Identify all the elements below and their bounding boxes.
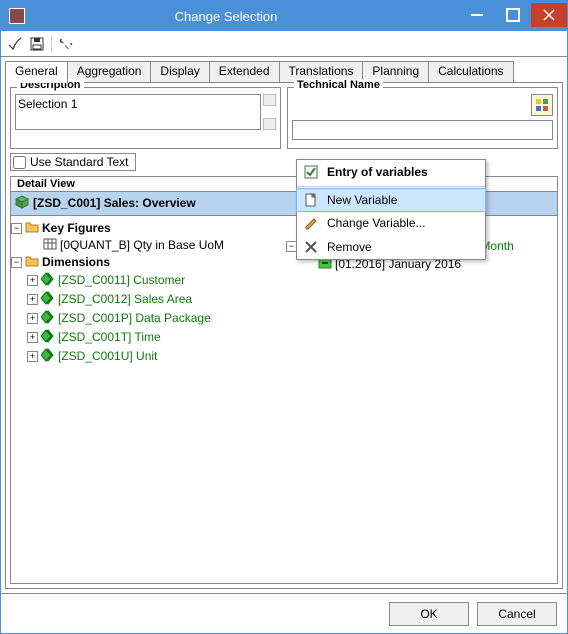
left-tree[interactable]: − Key Figures [0QUANT_B] Qty in Base UoM − D… <box>11 220 282 580</box>
tree-item[interactable]: [ZSD_C001U] Unit <box>58 349 157 363</box>
detail-header-text: [ZSD_C001] Sales: Overview <box>33 196 196 210</box>
dimensions-node[interactable]: Dimensions <box>42 255 110 269</box>
tree-item[interactable]: [ZSD_C001P] Data Package <box>58 311 211 325</box>
tab-calculations[interactable]: Calculations <box>428 61 513 83</box>
tree-toggle[interactable]: + <box>27 294 38 305</box>
new-icon <box>303 192 319 208</box>
edit-icon <box>303 215 319 231</box>
save-icon[interactable] <box>29 36 45 52</box>
use-standard-text-row[interactable]: Use Standard Text <box>10 153 136 171</box>
use-standard-text-label: Use Standard Text <box>30 155 129 169</box>
dimension-icon <box>41 291 55 308</box>
window-title: Change Selection <box>33 9 459 24</box>
remove-icon <box>303 239 319 255</box>
tree-item[interactable]: [ZSD_C001T] Time <box>58 330 161 344</box>
close-button[interactable] <box>531 3 567 27</box>
dimension-icon <box>41 272 55 289</box>
tree-toggle[interactable]: + <box>27 275 38 286</box>
tree-item[interactable]: [ZSD_C0011] Customer <box>58 273 185 287</box>
toolbar-separator <box>51 36 52 52</box>
keyfigure-icon <box>43 238 57 253</box>
tree-item[interactable]: [0QUANT_B] Qty in Base UoM <box>60 238 224 252</box>
right-tree[interactable]: [0QUANT_B] Qty in Base UoM−[0CALMONTH] C… <box>286 220 557 580</box>
scrollbar[interactable] <box>263 94 276 130</box>
tab-display[interactable]: Display <box>150 61 209 83</box>
maximize-button[interactable] <box>495 3 531 27</box>
key-figures-node[interactable]: Key Figures <box>42 221 111 235</box>
use-standard-text-checkbox[interactable] <box>13 156 26 169</box>
tab-extended[interactable]: Extended <box>209 61 280 83</box>
folder-icon <box>25 255 39 270</box>
tab-general[interactable]: General <box>5 61 68 83</box>
tree-toggle[interactable]: − <box>11 223 22 234</box>
minimize-button[interactable] <box>459 3 495 27</box>
menu-item-remove[interactable]: Remove <box>297 235 485 259</box>
check-icon[interactable] <box>7 36 23 52</box>
tree-item[interactable]: [ZSD_C0012] Sales Area <box>58 292 192 306</box>
menu-header: Entry of variables <box>297 160 485 184</box>
cube-icon <box>15 195 29 212</box>
menu-item-change-variable[interactable]: Change Variable... <box>297 211 485 235</box>
app-icon <box>9 8 25 24</box>
tree-toggle[interactable]: + <box>27 351 38 362</box>
context-menu: Entry of variables New Variable Change V… <box>296 159 486 260</box>
dimension-icon <box>41 329 55 346</box>
tree-toggle[interactable]: + <box>27 313 38 324</box>
ok-button[interactable]: OK <box>389 602 469 626</box>
description-input[interactable]: Selection 1 <box>15 94 261 130</box>
folder-icon <box>25 221 39 236</box>
dimension-icon <box>41 348 55 365</box>
dimension-icon <box>41 310 55 327</box>
tree-toggle[interactable]: + <box>27 332 38 343</box>
technical-name-label: Technical Name <box>294 79 383 91</box>
menu-item-new-variable[interactable]: New Variable <box>296 188 486 212</box>
cancel-button[interactable]: Cancel <box>477 602 557 626</box>
technical-name-input[interactable] <box>292 120 553 140</box>
tools-dropdown-icon[interactable] <box>58 36 74 52</box>
tab-strip: GeneralAggregationDisplayExtendedTransla… <box>5 61 563 83</box>
technical-action-button[interactable] <box>531 94 553 116</box>
tree-toggle[interactable]: − <box>11 257 22 268</box>
entry-variables-icon <box>303 164 319 180</box>
